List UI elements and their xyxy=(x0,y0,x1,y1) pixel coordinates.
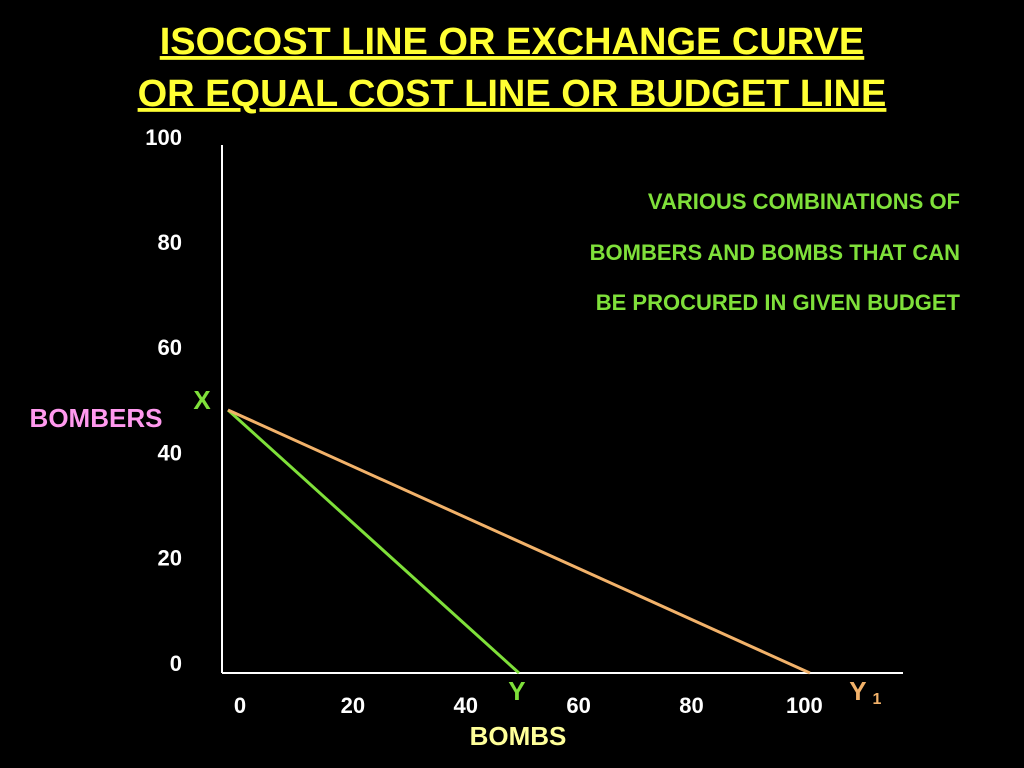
y-tick-label: 100 xyxy=(145,125,182,150)
point-label: X xyxy=(193,385,211,415)
annotation-line: VARIOUS COMBINATIONS OF xyxy=(648,189,960,214)
y-tick-label: 20 xyxy=(158,546,182,571)
point-label-subscript: 1 xyxy=(872,691,881,708)
budget-line xyxy=(226,408,520,675)
x-tick-label: 60 xyxy=(566,693,590,718)
y-axis-label: BOMBERS xyxy=(30,403,163,433)
point-label: Y xyxy=(849,676,866,706)
x-tick-label: 100 xyxy=(786,693,823,718)
x-axis-label: BOMBS xyxy=(470,721,567,751)
x-tick-label: 40 xyxy=(454,693,478,718)
budget-line xyxy=(227,408,811,675)
y-tick-label: 80 xyxy=(158,230,182,255)
y-tick-label: 60 xyxy=(158,335,182,360)
x-tick-label: 20 xyxy=(341,693,365,718)
y-tick-label: 0 xyxy=(170,651,182,676)
title-line: ISOCOST LINE OR EXCHANGE CURVE xyxy=(160,21,865,63)
annotation-line: BOMBERS AND BOMBS THAT CAN xyxy=(590,240,960,265)
x-tick-label: 80 xyxy=(679,693,703,718)
x-tick-label: 0 xyxy=(234,693,246,718)
y-tick-label: 40 xyxy=(158,440,182,465)
annotation-line: BE PROCURED IN GIVEN BUDGET xyxy=(596,290,961,315)
point-label: Y xyxy=(508,676,525,706)
title-line: OR EQUAL COST LINE OR BUDGET LINE xyxy=(138,73,887,115)
